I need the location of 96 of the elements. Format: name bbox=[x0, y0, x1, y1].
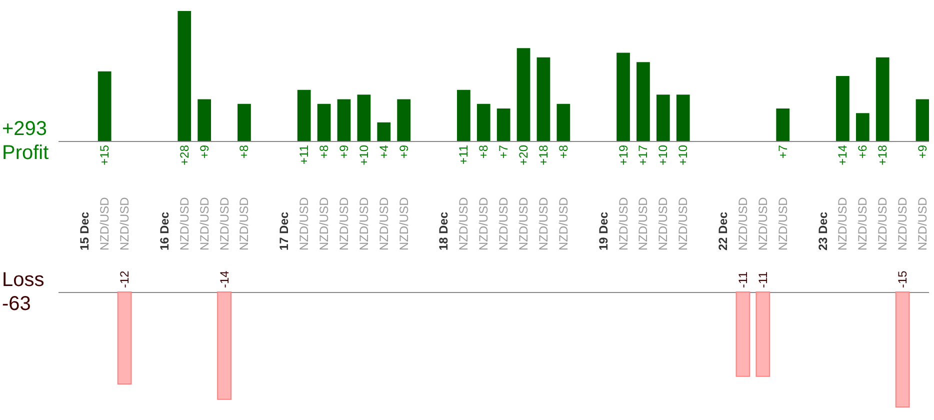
data-label: +20 bbox=[516, 144, 531, 166]
bar bbox=[98, 71, 112, 141]
bar bbox=[496, 108, 510, 141]
bar bbox=[397, 99, 411, 141]
x-tick-label: NZD/USD bbox=[896, 196, 910, 250]
x-tick-label: NZD/USD bbox=[376, 196, 391, 250]
data-label: +17 bbox=[636, 144, 650, 166]
x-tick-label: NZD/USD bbox=[856, 196, 870, 250]
x-tick-label: NZD/USD bbox=[556, 196, 570, 250]
x-tick-label: NZD/USD bbox=[476, 196, 491, 250]
x-tick-label: NZD/USD bbox=[616, 196, 630, 250]
x-tick-label: NZD/USD bbox=[98, 196, 112, 250]
bar bbox=[178, 11, 192, 141]
data-label: +9 bbox=[916, 144, 930, 159]
bar bbox=[476, 104, 490, 141]
data-label: +18 bbox=[536, 144, 550, 166]
data-label: +8 bbox=[476, 144, 491, 159]
bar bbox=[357, 94, 371, 141]
x-tick-label: NZD/USD bbox=[836, 196, 850, 250]
data-label: +9 bbox=[336, 144, 351, 159]
bar bbox=[836, 76, 850, 141]
x-tick-label: NZD/USD bbox=[756, 196, 770, 250]
bar bbox=[337, 99, 351, 141]
data-label: +10 bbox=[676, 144, 690, 166]
bar bbox=[916, 99, 930, 141]
x-tick-label: NZD/USD bbox=[916, 196, 930, 250]
data-label: +11 bbox=[456, 144, 471, 164]
bar bbox=[876, 57, 890, 141]
x-tick-label: NZD/USD bbox=[217, 196, 232, 250]
x-tick-label: NZD/USD bbox=[237, 196, 252, 250]
x-tick-label: NZD/USD bbox=[356, 196, 371, 250]
x-tick-label: NZD/USD bbox=[197, 196, 212, 250]
x-tick-label: NZD/USD bbox=[876, 196, 890, 250]
x-tick-label: 17 Dec bbox=[277, 212, 292, 250]
x-tick-label: NZD/USD bbox=[736, 196, 750, 250]
data-label: +4 bbox=[376, 144, 391, 159]
data-label: +15 bbox=[98, 144, 112, 166]
data-label: +6 bbox=[856, 144, 870, 159]
bar bbox=[656, 94, 670, 141]
text: -63 bbox=[2, 293, 31, 315]
x-tick-label: NZD/USD bbox=[636, 196, 650, 250]
data-label: +7 bbox=[496, 144, 511, 159]
data-label: -15 bbox=[896, 270, 910, 288]
data-label: +19 bbox=[616, 144, 630, 166]
x-tick-label: 22 Dec bbox=[716, 212, 730, 250]
x-tick-label: 15 Dec bbox=[78, 212, 92, 250]
bar bbox=[516, 48, 530, 141]
bar bbox=[636, 62, 650, 141]
text: +293 bbox=[2, 118, 48, 140]
bar bbox=[536, 57, 550, 141]
data-label: +18 bbox=[876, 144, 890, 166]
bar bbox=[198, 99, 212, 141]
x-tick-label: NZD/USD bbox=[536, 196, 550, 250]
x-tick-label: NZD/USD bbox=[676, 196, 690, 250]
x-tick-label: 23 Dec bbox=[816, 212, 830, 250]
x-tick-label: NZD/USD bbox=[516, 196, 531, 250]
data-label: +8 bbox=[556, 144, 570, 159]
data-label: -14 bbox=[217, 270, 232, 288]
data-label: +8 bbox=[317, 144, 332, 159]
bar bbox=[456, 90, 470, 141]
bar bbox=[556, 104, 570, 141]
x-tick-label: 19 Dec bbox=[596, 212, 610, 250]
data-label: +10 bbox=[656, 144, 670, 166]
data-label: -12 bbox=[118, 270, 132, 288]
x-tick-label: NZD/USD bbox=[656, 196, 670, 250]
x-tick-label: 16 Dec bbox=[157, 212, 172, 250]
bar bbox=[776, 108, 790, 141]
text: Loss bbox=[2, 269, 44, 291]
x-tick-label: NZD/USD bbox=[336, 196, 351, 250]
bar bbox=[297, 90, 311, 141]
data-label: +14 bbox=[836, 144, 850, 166]
data-label: +8 bbox=[237, 144, 252, 159]
text: Profit bbox=[2, 142, 50, 164]
bar bbox=[856, 113, 870, 141]
bar bbox=[238, 104, 251, 141]
x-tick-label: NZD/USD bbox=[456, 196, 471, 250]
data-label: +7 bbox=[776, 144, 790, 159]
x-tick-label: 18 Dec bbox=[436, 212, 451, 250]
data-label: +11 bbox=[297, 144, 312, 164]
bar bbox=[377, 122, 391, 141]
x-tick-label: NZD/USD bbox=[496, 196, 511, 250]
data-label: +10 bbox=[356, 144, 371, 166]
x-tick-label: NZD/USD bbox=[317, 196, 332, 250]
data-label: +9 bbox=[396, 144, 411, 159]
bar bbox=[676, 94, 690, 141]
data-label: +28 bbox=[177, 144, 192, 166]
x-tick-label: NZD/USD bbox=[177, 196, 192, 250]
x-tick-label: NZD/USD bbox=[297, 196, 312, 250]
data-label: -11 bbox=[756, 271, 770, 288]
x-tick-label: NZD/USD bbox=[118, 196, 132, 250]
data-label: -11 bbox=[736, 271, 750, 288]
bar bbox=[616, 52, 630, 141]
bar bbox=[317, 104, 331, 141]
data-label: +9 bbox=[197, 144, 212, 159]
x-tick-label: NZD/USD bbox=[396, 196, 411, 250]
x-tick-label: NZD/USD bbox=[776, 196, 790, 250]
